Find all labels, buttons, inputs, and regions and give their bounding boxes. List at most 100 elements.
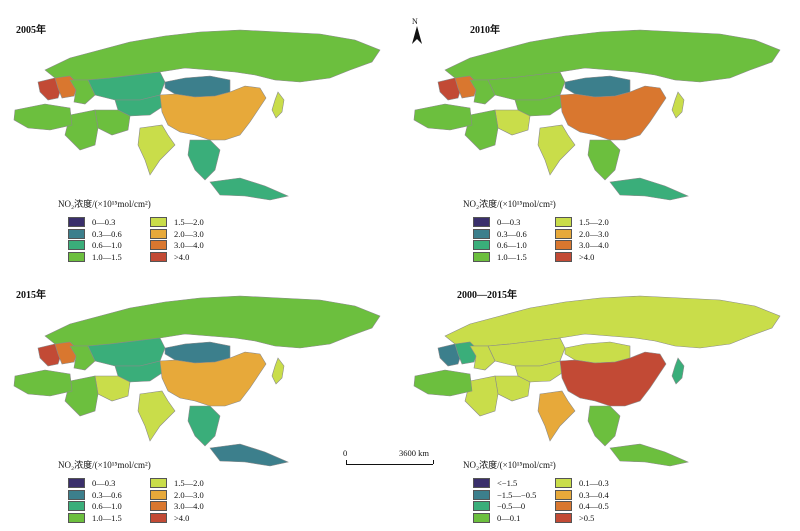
map-region-russia [44,295,381,349]
map-region-middle-east [64,375,99,417]
legend-item: 0.4—0.5 [555,501,609,511]
legend-label: <−1.5 [497,478,518,488]
map-region-iran [494,109,531,136]
map-2000-2015 [413,295,781,467]
legend-label: 3.0—4.0 [174,240,204,250]
map-region-kazakhstan [87,71,166,101]
legend-label: 1.0—1.5 [497,251,527,262]
legend-label: 0.3—0.6 [92,489,122,500]
legend-item: 1.5—2.0 [555,217,609,227]
legend-label: 0.3—0.6 [92,228,122,239]
legend-item: 0.6—1.0 [68,240,122,250]
legend: NO₂浓度/(×10¹⁵mol/cm²) <−1.5 −1.5—−0.5 −0.5—… [463,458,663,528]
legend-item: 3.0—4.0 [150,501,204,511]
map-region-japan [271,91,285,119]
legend-label: 1.5—2.0 [174,217,204,227]
legend-item: 2.0—3.0 [150,489,204,500]
map-region-japan [271,357,285,385]
map-region-north-africa [13,103,73,131]
legend-label: 2.0—3.0 [579,228,609,239]
map-region-islands [609,443,689,467]
north-arrow-icon [412,26,422,44]
legend-label: 3.0—4.0 [579,240,609,250]
legend-item: <−1.5 [473,478,517,488]
legend-swatch [150,251,167,262]
map-region-se-asia [187,139,221,181]
legend-item: 0.6—1.0 [68,501,122,511]
legend: NO₂浓度/(×10¹⁵mol/cm²) 0—0.3 0.3—0.6 0.6—1.0… [463,197,663,267]
legend-swatch [150,489,167,500]
legend-item: 1.5—2.0 [150,217,204,227]
legend-label: 3.0—4.0 [174,501,204,511]
legend-label: >4.0 [579,251,595,262]
legend-item: 1.0—1.5 [68,251,122,262]
map-region-europe-east [469,79,496,105]
legend-item: 1.5—2.0 [150,478,204,488]
map-region-japan [671,357,685,385]
legend-swatch [68,478,85,488]
legend: NO₂浓度/(×10¹⁵mol/cm²) 0—0.3 0.3—0.6 0.6—1.0… [58,458,258,528]
map-region-north-africa [13,369,73,397]
legend-item: 0—0.3 [68,478,115,488]
map-region-europe-east [69,79,96,105]
legend-swatch [68,251,85,262]
legend-item: 3.0—4.0 [555,240,609,250]
legend-item: 2.0—3.0 [150,228,204,239]
map-region-islands [209,443,289,467]
legend-item: 1.0—1.5 [68,512,122,523]
legend-swatch [555,251,572,262]
legend-label: −1.5—−0.5 [497,489,537,500]
legend-item: 1.0—1.5 [473,251,527,262]
scale-distance-label: 3600 km [399,448,429,458]
legend-swatch [68,240,85,250]
legend-swatch [68,228,85,239]
legend-item: −1.5—−0.5 [473,489,537,500]
map-region-se-asia [587,139,621,181]
map-region-europe-east [469,345,496,371]
legend-label: 0.4—0.5 [579,501,609,511]
legend-item: 0.6—1.0 [473,240,527,250]
map-2010 [413,29,781,201]
panel-title: 2005年 [16,25,46,36]
legend-item: 2.0—3.0 [555,228,609,239]
legend-label: >4.0 [174,512,190,523]
legend-swatch [473,228,490,239]
legend-swatch [473,501,490,511]
legend-swatch [473,512,490,523]
legend-swatch [150,240,167,250]
legend-label: 0.6—1.0 [92,240,122,250]
scale-tick [433,460,434,464]
legend-label: 0—0.1 [497,512,521,523]
legend-swatch [473,478,490,488]
legend-label: 0.6—1.0 [497,240,527,250]
map-region-middle-east [464,109,499,151]
legend-swatch [473,240,490,250]
scale-zero-label: 0 [343,448,348,458]
legend-item: 0—0.1 [473,512,521,523]
legend-label: 0—0.3 [92,478,116,488]
map-region-china [559,85,667,141]
legend-swatch [555,228,572,239]
legend-item: 0.1—0.3 [555,478,609,488]
legend-swatch [473,217,490,227]
map-region-kazakhstan [87,337,166,367]
legend-label: 1.0—1.5 [92,251,122,262]
legend-swatch [555,489,572,500]
legend-swatch [555,240,572,250]
map-region-japan [671,91,685,119]
map-panel-2010: 2010年 NO₂浓度/(×10¹⁵mol/cm²) 0—0.3 0.3—0.6 0… [400,0,800,265]
map-region-india [137,124,176,176]
scale-bar: 0 3600 km [343,448,453,478]
legend-swatch [150,228,167,239]
map-region-north-africa [413,369,473,397]
north-label: N [412,17,418,26]
legend-swatch [68,489,85,500]
legend-item: 0.3—0.6 [68,489,122,500]
legend-title: NO₂浓度/(×10¹⁵mol/cm²) [463,199,556,209]
legend-item: >4.0 [150,512,190,523]
legend-title: NO₂浓度/(×10¹⁵mol/cm²) [58,460,151,470]
legend-item: −0.5—0 [473,501,525,511]
map-region-iran [94,109,131,136]
scale-tick [346,460,347,464]
legend-swatch [555,478,572,488]
